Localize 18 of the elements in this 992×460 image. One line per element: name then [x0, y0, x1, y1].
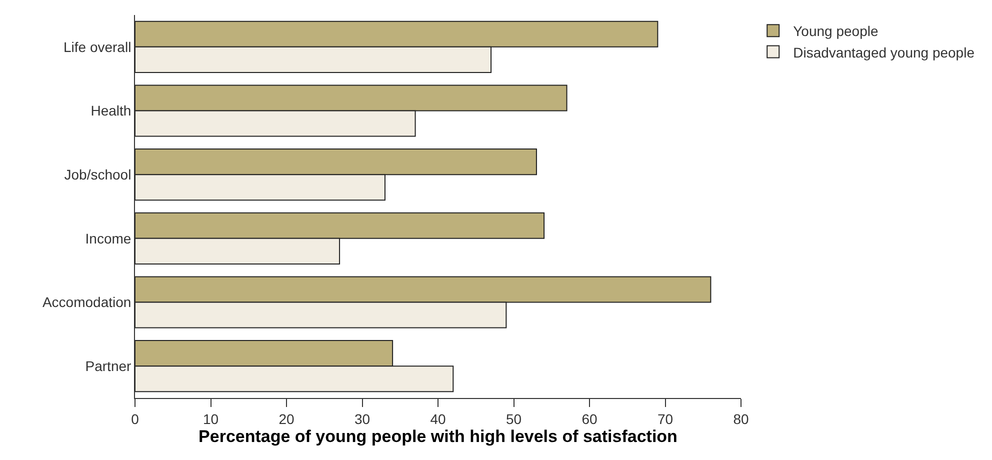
- x-axis-title: Percentage of young people with high levels of satisfaction: [198, 426, 678, 446]
- y-tick-label: Income: [85, 230, 132, 246]
- y-tick-label: Life overall: [63, 38, 132, 55]
- y-tick-label: Accomodation: [42, 294, 132, 310]
- x-tick-label: 40: [430, 410, 446, 427]
- x-tick-label: 80: [733, 410, 749, 427]
- x-tick-label: 50: [506, 410, 522, 427]
- x-tick-label: 30: [354, 410, 370, 427]
- legend-label: Disadvantaged young people: [793, 44, 975, 60]
- x-tick-label: 60: [582, 410, 598, 427]
- x-tick-label: 0: [131, 410, 140, 427]
- legend-label: Young people: [793, 23, 878, 40]
- x-tick-label: 10: [202, 410, 219, 427]
- y-tick-label: Job/school: [64, 166, 132, 182]
- y-tick-label: Partner: [85, 358, 132, 374]
- x-tick-label: 20: [278, 410, 294, 427]
- y-tick-label: Health: [90, 102, 132, 119]
- x-tick-label: 70: [657, 410, 674, 427]
